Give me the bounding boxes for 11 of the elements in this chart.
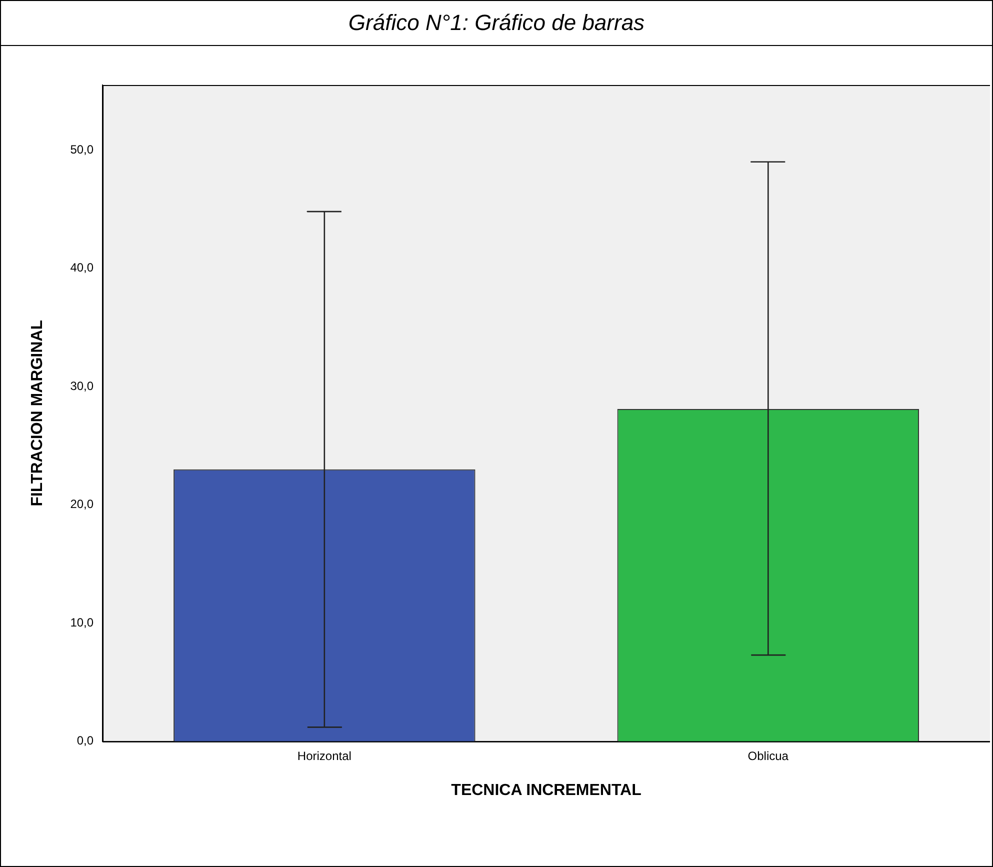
y-tick-label: 50,0 <box>70 142 94 156</box>
y-axis-title: FILTRACION MARGINAL <box>29 320 46 506</box>
y-tick-label: 20,0 <box>70 497 94 512</box>
x-tick-label: Horizontal <box>297 748 352 763</box>
y-tick-label: 30,0 <box>70 378 94 393</box>
y-tick-label: 0,0 <box>76 734 94 748</box>
y-tick-label: 40,0 <box>70 260 94 275</box>
y-tick-label: 10,0 <box>70 615 94 630</box>
x-axis-title: TECNICA INCREMENTAL <box>451 782 642 799</box>
x-tick-label: Oblicua <box>748 748 789 763</box>
chart-title: Gráfico N°1: Gráfico de barras <box>1 1 992 46</box>
